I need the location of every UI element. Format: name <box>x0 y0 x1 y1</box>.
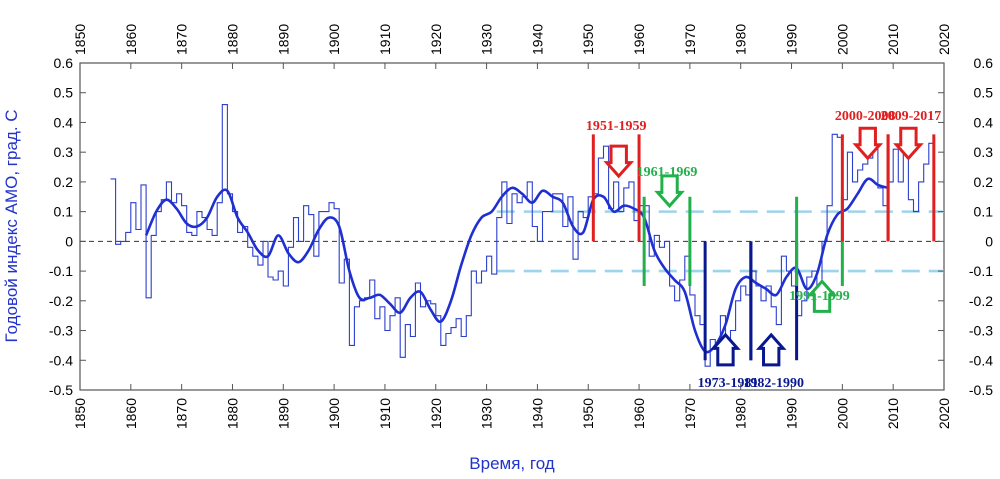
x-tick-label-top: 1880 <box>224 24 240 55</box>
y-tick-label-left: 0.1 <box>54 204 74 220</box>
y-tick-label-right: 0.1 <box>974 204 994 220</box>
y-tick-label-right: 0.4 <box>974 114 994 130</box>
y-tick-label-right: -0.2 <box>969 293 993 309</box>
x-tick-label-bottom: 1880 <box>224 398 240 429</box>
y-axis-title: Годовой индекс АМО, град. С <box>2 109 21 342</box>
x-tick-label-top: 1930 <box>479 24 495 55</box>
x-tick-label-top: 1900 <box>326 24 342 55</box>
x-tick-label-bottom: 1910 <box>377 398 393 429</box>
x-tick-label-bottom: 1890 <box>275 398 291 429</box>
y-tick-label-right: -0.3 <box>969 323 993 339</box>
x-tick-label-top: 2020 <box>936 24 952 55</box>
x-tick-label-bottom: 1970 <box>682 398 698 429</box>
y-tick-label-right: -0.5 <box>969 382 993 398</box>
x-tick-label-bottom: 2000 <box>834 398 850 429</box>
x-tick-label-top: 1910 <box>377 24 393 55</box>
x-tick-label-bottom: 1950 <box>580 398 596 429</box>
x-tick-label-top: 1970 <box>682 24 698 55</box>
period-arrow-down <box>603 144 635 179</box>
x-tick-label-bottom: 2010 <box>885 398 901 429</box>
period-label: 2000-2008 <box>835 109 896 124</box>
x-tick-label-bottom: 1920 <box>428 398 444 429</box>
x-tick-label-top: 2010 <box>885 24 901 55</box>
x-tick-label-top: 1890 <box>275 24 291 55</box>
x-tick-label-bottom: 1980 <box>733 398 749 429</box>
x-tick-label-top: 1980 <box>733 24 749 55</box>
period-arrow-down <box>852 126 884 161</box>
x-tick-label-top: 1950 <box>580 24 596 55</box>
x-tick-label-bottom: 1870 <box>174 398 190 429</box>
y-tick-label-left: -0.4 <box>49 352 73 368</box>
x-tick-label-bottom: 1960 <box>631 398 647 429</box>
y-tick-label-right: 0.2 <box>974 174 994 190</box>
x-tick-label-bottom: 2020 <box>936 398 952 429</box>
y-tick-label-right: -0.4 <box>969 352 993 368</box>
period-arrow-up <box>755 332 787 367</box>
x-tick-label-bottom: 1930 <box>479 398 495 429</box>
y-tick-label-left: 0 <box>65 233 73 249</box>
y-tick-label-right: 0 <box>985 233 993 249</box>
y-tick-label-left: -0.3 <box>49 323 73 339</box>
x-tick-label-bottom: 1990 <box>784 398 800 429</box>
x-tick-label-top: 1990 <box>784 24 800 55</box>
x-tick-label-top: 1960 <box>631 24 647 55</box>
x-tick-label-top: 1940 <box>529 24 545 55</box>
x-tick-label-bottom: 1860 <box>123 398 139 429</box>
x-tick-label-bottom: 1900 <box>326 398 342 429</box>
x-tick-label-top: 2000 <box>834 24 850 55</box>
period-label: 1982-1990 <box>743 376 804 391</box>
annual-amo-step-line <box>110 104 934 367</box>
y-tick-label-left: -0.1 <box>49 263 73 279</box>
y-tick-label-left: 0.5 <box>54 85 74 101</box>
y-tick-label-left: 0.2 <box>54 174 74 190</box>
y-tick-label-left: 0.6 <box>54 55 74 71</box>
y-tick-label-right: 0.5 <box>974 85 994 101</box>
x-tick-label-bottom: 1940 <box>529 398 545 429</box>
y-tick-label-right: 0.3 <box>974 144 994 160</box>
period-label: 1961-1969 <box>637 165 698 180</box>
x-tick-label-top: 1860 <box>123 24 139 55</box>
y-tick-label-right: -0.1 <box>969 263 993 279</box>
axis-ticks: 1850 1850 1860 1860 1870 1870 1880 1880 1890 1890… <box>49 24 993 430</box>
data-series <box>110 104 934 367</box>
x-tick-label-top: 1850 <box>72 24 88 55</box>
period-arrow-up <box>806 279 838 313</box>
period-label: 1951-1959 <box>586 119 647 134</box>
period-label: 1991-1999 <box>789 289 850 304</box>
x-tick-label-top: 1870 <box>174 24 190 55</box>
period-arrow-down <box>893 126 924 161</box>
period-arrow-up <box>710 332 741 367</box>
plot-frame <box>79 62 945 391</box>
reference-lines <box>80 210 944 273</box>
period-label: 1973-1981 <box>698 376 759 391</box>
smoothed-amo-line <box>144 177 889 354</box>
x-tick-label-top: 1920 <box>428 24 444 55</box>
y-tick-label-left: 0.4 <box>54 114 74 130</box>
period-label: 2009-2017 <box>881 109 942 124</box>
y-tick-label-left: -0.2 <box>49 293 73 309</box>
y-tick-label-right: 0.6 <box>974 55 994 71</box>
x-tick-label-bottom: 1850 <box>72 398 88 429</box>
period-arrow-down <box>654 174 685 209</box>
y-tick-label-left: -0.5 <box>49 382 73 398</box>
y-tick-label-left: 0.3 <box>54 144 74 160</box>
x-axis-title: Время, год <box>469 454 554 473</box>
